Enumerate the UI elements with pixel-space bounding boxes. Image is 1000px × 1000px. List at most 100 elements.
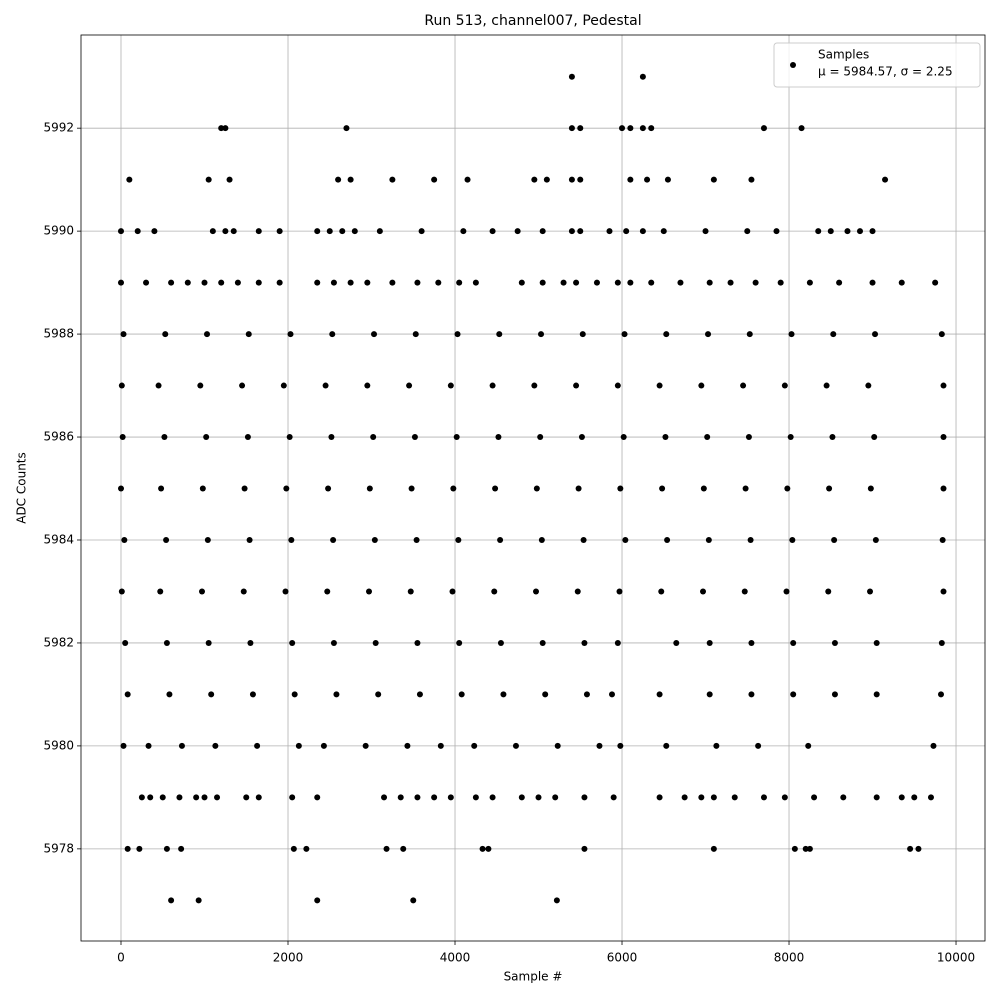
point [514, 228, 521, 235]
point [324, 588, 331, 595]
y-tick-label: 5986 [43, 430, 74, 444]
point [447, 794, 454, 801]
point [247, 639, 254, 646]
point [568, 73, 575, 80]
point [413, 536, 420, 543]
point [163, 845, 170, 852]
point [731, 794, 738, 801]
point [865, 382, 872, 389]
point [254, 742, 261, 749]
point [151, 228, 158, 235]
point [411, 434, 418, 441]
point [453, 434, 460, 441]
point [873, 639, 880, 646]
point [713, 742, 720, 749]
point [856, 228, 863, 235]
point [472, 794, 479, 801]
y-tick-label: 5984 [43, 532, 74, 546]
point [497, 639, 504, 646]
point [790, 691, 797, 698]
x-tick-label: 6000 [607, 951, 638, 965]
point [575, 485, 582, 492]
legend-marker [790, 62, 796, 68]
point [560, 279, 567, 286]
point [416, 691, 423, 698]
point [205, 639, 212, 646]
point [241, 485, 248, 492]
point [335, 176, 342, 183]
point [802, 845, 809, 852]
point [412, 331, 419, 338]
point [214, 794, 221, 801]
point [568, 176, 575, 183]
point [710, 845, 717, 852]
point [706, 279, 713, 286]
point [539, 228, 546, 235]
x-tick-label: 4000 [440, 951, 471, 965]
point [389, 279, 396, 286]
point [702, 228, 709, 235]
point [226, 176, 233, 183]
point [704, 434, 711, 441]
point [366, 588, 373, 595]
point [314, 897, 321, 904]
point [531, 382, 538, 389]
point [727, 279, 734, 286]
point [397, 794, 404, 801]
point [579, 331, 586, 338]
point [435, 279, 442, 286]
point [201, 794, 208, 801]
point [276, 228, 283, 235]
point [836, 279, 843, 286]
point [927, 794, 934, 801]
point [538, 536, 545, 543]
point [203, 434, 210, 441]
point [574, 588, 581, 595]
point [656, 794, 663, 801]
point [286, 434, 293, 441]
point [705, 331, 712, 338]
point [538, 331, 545, 338]
point [371, 331, 378, 338]
point [748, 176, 755, 183]
point [610, 794, 617, 801]
point [155, 382, 162, 389]
x-tick-label: 2000 [273, 951, 304, 965]
point [168, 897, 175, 904]
point [596, 742, 603, 749]
point [616, 588, 623, 595]
point [781, 382, 788, 389]
point [664, 176, 671, 183]
point [276, 279, 283, 286]
point [677, 279, 684, 286]
point [347, 176, 354, 183]
point [940, 485, 947, 492]
point [410, 897, 417, 904]
plot-frame [80, 34, 986, 942]
point [178, 845, 185, 852]
point [218, 279, 225, 286]
point [370, 434, 377, 441]
point [406, 382, 413, 389]
point [760, 125, 767, 132]
point [492, 485, 499, 492]
point [537, 434, 544, 441]
point [831, 639, 838, 646]
point [573, 279, 580, 286]
point [431, 176, 438, 183]
x-tick-label: 0 [117, 951, 125, 965]
point [330, 279, 337, 286]
point [408, 485, 415, 492]
point [623, 228, 630, 235]
point [121, 536, 128, 543]
point [741, 588, 748, 595]
point [193, 794, 200, 801]
point [789, 536, 796, 543]
point [449, 588, 456, 595]
point [577, 125, 584, 132]
point [489, 382, 496, 389]
y-tick-label: 5990 [43, 224, 74, 238]
point [710, 794, 717, 801]
point [197, 382, 204, 389]
point [568, 125, 575, 132]
